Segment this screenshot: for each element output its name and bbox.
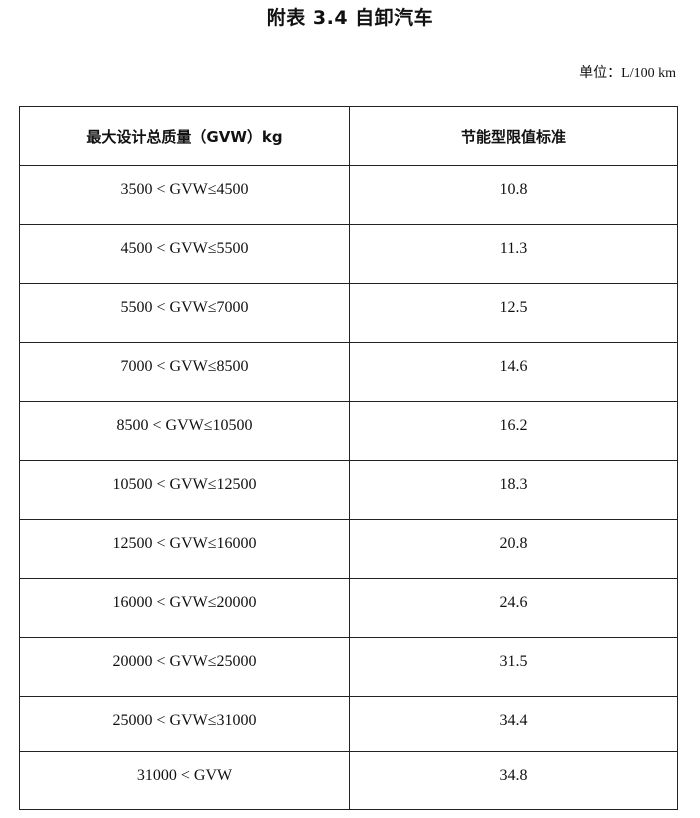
- table-row: 4500 < GVW≤5500 11.3: [19, 224, 678, 284]
- table-row: 8500 < GVW≤10500 16.2: [19, 401, 678, 461]
- table-row: 12500 < GVW≤16000 20.8: [19, 519, 678, 579]
- gvw-range-cell: 10500 < GVW≤12500: [19, 460, 350, 520]
- limit-value-text: 34.8: [499, 767, 528, 784]
- table-row: 25000 < GVW≤31000 34.4: [19, 696, 678, 752]
- gvw-range-cell: 20000 < GVW≤25000: [19, 637, 350, 697]
- header-limit: 节能型限值标准: [349, 106, 678, 166]
- gvw-range-cell: 25000 < GVW≤31000: [19, 696, 350, 752]
- gvw-range-text: 20000 < GVW≤25000: [112, 653, 257, 670]
- limit-value-cell: 14.6: [349, 342, 678, 402]
- limit-value-cell: 34.4: [349, 696, 678, 752]
- gvw-range-cell: 3500 < GVW≤4500: [19, 165, 350, 225]
- fuel-limit-table: 最大设计总质量（GVW）kg 节能型限值标准 3500 < GVW≤4500 10…: [19, 106, 678, 810]
- limit-value-cell: 18.3: [349, 460, 678, 520]
- limit-value-cell: 11.3: [349, 224, 678, 284]
- limit-value-text: 12.5: [499, 299, 528, 316]
- gvw-range-cell: 4500 < GVW≤5500: [19, 224, 350, 284]
- limit-value-cell: 16.2: [349, 401, 678, 461]
- limit-value-cell: 34.8: [349, 751, 678, 810]
- table-row: 20000 < GVW≤25000 31.5: [19, 637, 678, 697]
- table-row: 16000 < GVW≤20000 24.6: [19, 578, 678, 638]
- gvw-range-text: 3500 < GVW≤4500: [120, 181, 249, 198]
- gvw-range-cell: 12500 < GVW≤16000: [19, 519, 350, 579]
- gvw-range-cell: 16000 < GVW≤20000: [19, 578, 350, 638]
- page-title: 附表 3.4 自卸汽车: [266, 7, 434, 29]
- limit-value-text: 16.2: [499, 417, 528, 434]
- table-row: 31000 < GVW 34.8: [19, 751, 678, 810]
- gvw-range-cell: 5500 < GVW≤7000: [19, 283, 350, 343]
- gvw-range-text: 8500 < GVW≤10500: [116, 417, 253, 434]
- limit-value-text: 20.8: [499, 535, 528, 552]
- table-row: 7000 < GVW≤8500 14.6: [19, 342, 678, 402]
- limit-value-cell: 24.6: [349, 578, 678, 638]
- gvw-range-text: 7000 < GVW≤8500: [120, 358, 249, 375]
- gvw-range-text: 31000 < GVW: [136, 767, 233, 784]
- gvw-range-text: 12500 < GVW≤16000: [112, 535, 257, 552]
- gvw-range-cell: 7000 < GVW≤8500: [19, 342, 350, 402]
- unit-label: 单位：L/100 km: [579, 66, 676, 81]
- gvw-range-text: 4500 < GVW≤5500: [120, 240, 249, 257]
- gvw-range-text: 5500 < GVW≤7000: [120, 299, 249, 316]
- header-gvw: 最大设计总质量（GVW）kg: [19, 106, 350, 166]
- table-row: 10500 < GVW≤12500 18.3: [19, 460, 678, 520]
- limit-value-text: 11.3: [499, 240, 528, 257]
- limit-value-cell: 12.5: [349, 283, 678, 343]
- gvw-range-text: 10500 < GVW≤12500: [112, 476, 257, 493]
- limit-value-text: 31.5: [499, 653, 528, 670]
- table-header-row: 最大设计总质量（GVW）kg 节能型限值标准: [19, 106, 678, 166]
- limit-value-text: 34.4: [499, 712, 528, 729]
- limit-value-cell: 20.8: [349, 519, 678, 579]
- limit-value-text: 14.6: [499, 358, 528, 375]
- limit-value-text: 24.6: [499, 594, 528, 611]
- gvw-range-cell: 31000 < GVW: [19, 751, 350, 810]
- limit-value-cell: 31.5: [349, 637, 678, 697]
- limit-value-cell: 10.8: [349, 165, 678, 225]
- limit-value-text: 10.8: [499, 181, 528, 198]
- limit-value-text: 18.3: [499, 476, 528, 493]
- gvw-range-text: 25000 < GVW≤31000: [112, 712, 257, 729]
- gvw-range-cell: 8500 < GVW≤10500: [19, 401, 350, 461]
- table-row: 3500 < GVW≤4500 10.8: [19, 165, 678, 225]
- table-row: 5500 < GVW≤7000 12.5: [19, 283, 678, 343]
- gvw-range-text: 16000 < GVW≤20000: [112, 594, 257, 611]
